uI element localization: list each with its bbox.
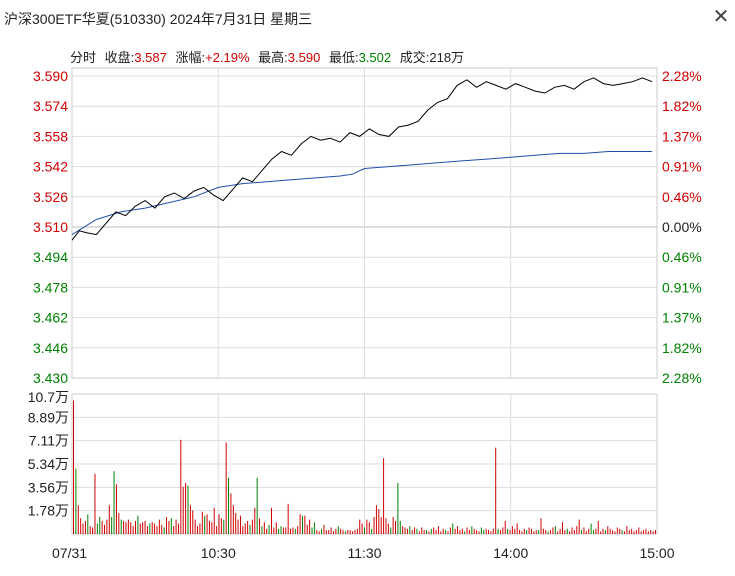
high-field: 最高:3.590 bbox=[258, 50, 320, 65]
price-tick-label: 3.494 bbox=[33, 249, 68, 265]
time-tick-label: 10:30 bbox=[201, 545, 236, 561]
close-value: 3.587 bbox=[134, 50, 167, 65]
volume-bars bbox=[73, 400, 656, 534]
price-frame bbox=[71, 67, 658, 379]
time-tick-label: 07/31 bbox=[52, 545, 87, 561]
mode-label[interactable]: 分时 bbox=[70, 50, 97, 65]
price-tick-label: 3.542 bbox=[33, 159, 68, 175]
change-label: 涨幅: bbox=[175, 50, 206, 65]
price-grid bbox=[71, 67, 658, 379]
low-value: 3.502 bbox=[358, 50, 392, 65]
change-field: 涨幅:+2.19% bbox=[175, 50, 249, 65]
price-tick-label: 3.462 bbox=[33, 310, 68, 326]
time-tick-label: 14:00 bbox=[493, 545, 528, 561]
low-label: 最低: bbox=[328, 50, 359, 65]
average-price-line bbox=[71, 151, 653, 236]
time-tick-label: 11:30 bbox=[348, 545, 382, 561]
percent-tick-label: 1.82% bbox=[662, 98, 702, 114]
percent-tick-label: 0.91% bbox=[662, 279, 702, 295]
high-value: 3.590 bbox=[287, 50, 321, 65]
percent-tick-label: 1.82% bbox=[662, 340, 702, 356]
close-field: 收盘:3.587 bbox=[105, 50, 167, 65]
volume-tick-label: 7.11万 bbox=[29, 433, 69, 449]
price-axis: 3.590 3.574 3.558 3.542 3.526 3.510 3.494 3.478… bbox=[33, 68, 68, 386]
volume-label: 成交: bbox=[399, 50, 430, 65]
volume-tick-label: 8.89万 bbox=[28, 409, 69, 425]
price-tick-label: 3.526 bbox=[33, 189, 68, 205]
volume-tick-label: 1.78万 bbox=[28, 503, 69, 519]
volume-value: 218万 bbox=[429, 50, 465, 65]
volume-grid bbox=[71, 393, 658, 535]
window-title: 沪深300ETF华夏(510330) 2024年7月31日 星期三 bbox=[4, 11, 313, 27]
percent-tick-label: 2.28% bbox=[662, 68, 702, 84]
close-icon[interactable]: ✕ bbox=[712, 6, 730, 28]
price-tick-label: 3.574 bbox=[33, 98, 68, 114]
low-field: 最低:3.502 bbox=[329, 50, 391, 65]
volume-tick-label: 3.56万 bbox=[28, 479, 69, 495]
change-value: +2.19% bbox=[205, 50, 250, 65]
volume-tick-label: 10.7万 bbox=[28, 389, 69, 405]
percent-axis: 2.28% 1.82% 1.37% 0.91% 0.46% 0.00% 0.46% 0.91%… bbox=[662, 68, 702, 386]
percent-tick-label: 0.46% bbox=[662, 249, 702, 265]
price-tick-label: 3.510 bbox=[33, 219, 68, 235]
time-tick-label: 15:00 bbox=[639, 545, 674, 561]
close-label: 收盘: bbox=[104, 50, 135, 65]
percent-tick-label: 1.37% bbox=[662, 310, 702, 326]
price-line bbox=[71, 77, 653, 241]
volume-axis: 10.7万 8.89万 7.11万 5.34万 3.56万 1.78万 bbox=[28, 389, 69, 519]
time-axis: 07/31 10:30 11:30 14:00 15:00 bbox=[52, 545, 675, 561]
price-tick-label: 3.430 bbox=[33, 370, 68, 386]
price-tick-label: 3.590 bbox=[33, 68, 68, 84]
percent-tick-label: 0.00% bbox=[662, 219, 702, 235]
quote-info-bar: 分时 收盘:3.587 涨幅:+2.19% 最高:3.590 最低:3.502 … bbox=[70, 47, 469, 66]
volume-tick-label: 5.34万 bbox=[28, 456, 69, 472]
price-tick-label: 3.478 bbox=[33, 279, 68, 295]
percent-tick-label: 0.91% bbox=[662, 159, 702, 175]
high-label: 最高: bbox=[258, 50, 288, 65]
volume-field: 成交:218万 bbox=[400, 50, 464, 65]
price-tick-label: 3.558 bbox=[33, 128, 68, 144]
price-tick-label: 3.446 bbox=[33, 340, 68, 356]
percent-tick-label: 0.46% bbox=[662, 189, 702, 205]
percent-tick-label: 1.37% bbox=[662, 128, 702, 144]
percent-tick-label: 2.28% bbox=[662, 370, 702, 386]
